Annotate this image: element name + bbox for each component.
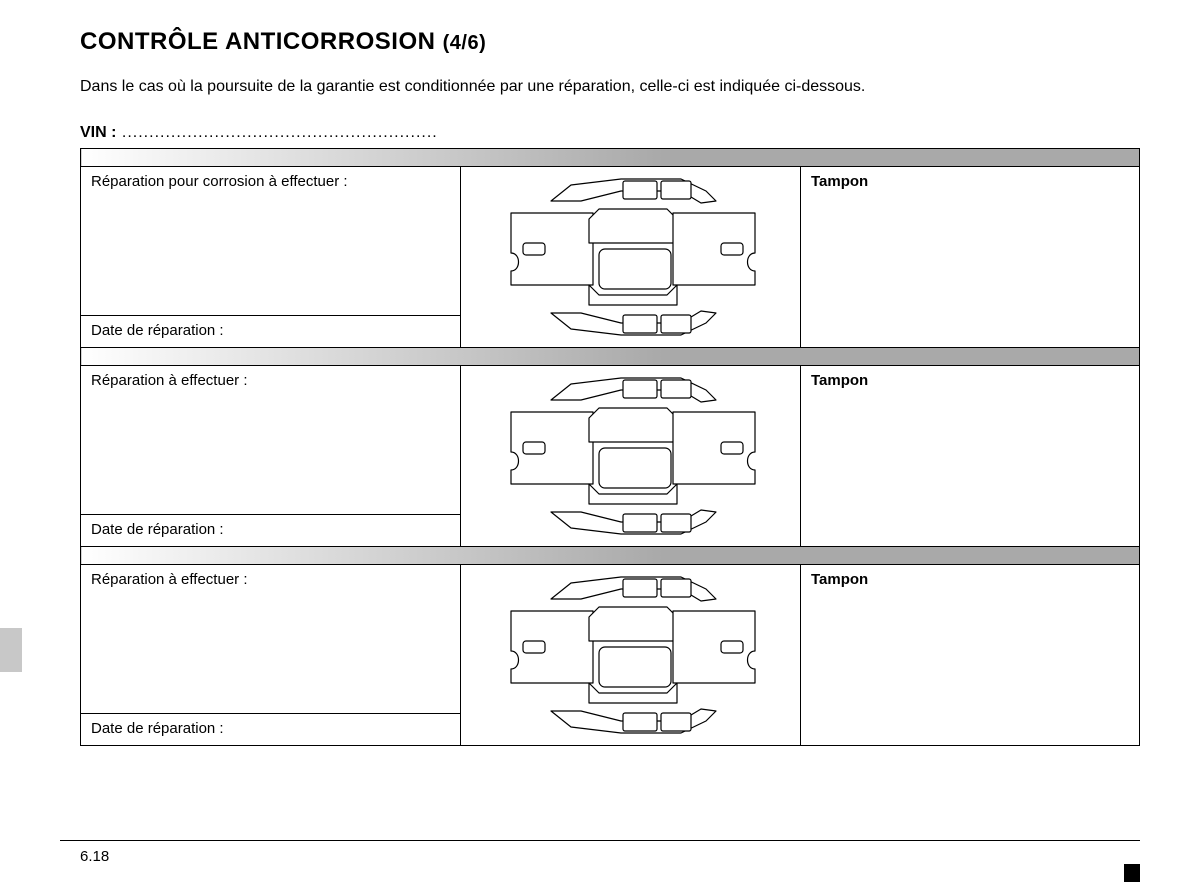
stamp-label: Tampon: [811, 372, 868, 389]
repair-label-cell: Réparation pour corrosion à effectuer :: [81, 167, 461, 316]
repair-label-cell: Réparation à effectuer :: [81, 366, 461, 515]
stamp-cell: Tampon: [801, 565, 1140, 746]
intro-text: Dans le cas où la poursuite de la garant…: [80, 78, 1140, 96]
vin-label: VIN :: [80, 124, 116, 141]
title-sub: (4/6): [443, 32, 487, 54]
vin-row: VIN : ..................................…: [80, 124, 1140, 142]
stamp-label: Tampon: [811, 571, 868, 588]
section-header-bar: [81, 348, 1140, 366]
anticorrosion-table: Réparation pour corrosion à effectuer :: [80, 148, 1140, 746]
car-schematic-icon: [481, 571, 781, 739]
corner-mark-icon: [1124, 864, 1140, 882]
car-diagram-cell: [461, 167, 801, 348]
stamp-cell: Tampon: [801, 366, 1140, 547]
date-label-cell: Date de réparation :: [81, 515, 461, 547]
stamp-label: Tampon: [811, 173, 868, 190]
date-label-cell: Date de réparation :: [81, 316, 461, 348]
title-main: CONTRÔLE ANTICORROSION: [80, 28, 435, 55]
section-header-bar: [81, 149, 1140, 167]
document-page: CONTRÔLE ANTICORROSION (4/6) Dans le cas…: [0, 0, 1200, 746]
table-row: Réparation à effectuer :: [81, 366, 1140, 515]
date-label-cell: Date de réparation :: [81, 714, 461, 746]
page-number: 6.18: [80, 844, 109, 865]
car-diagram-cell: [461, 366, 801, 547]
car-schematic-icon: [481, 372, 781, 540]
car-diagram-cell: [461, 565, 801, 746]
car-schematic-icon: [481, 173, 781, 341]
vin-dots: ........................................…: [116, 124, 437, 141]
footer-rule: [60, 840, 1140, 841]
page-side-tab: [0, 628, 22, 672]
table-row: Réparation pour corrosion à effectuer :: [81, 167, 1140, 316]
repair-label-cell: Réparation à effectuer :: [81, 565, 461, 714]
page-title: CONTRÔLE ANTICORROSION (4/6): [80, 28, 1140, 56]
stamp-cell: Tampon: [801, 167, 1140, 348]
section-header-bar: [81, 547, 1140, 565]
table-row: Réparation à effectuer :: [81, 565, 1140, 714]
